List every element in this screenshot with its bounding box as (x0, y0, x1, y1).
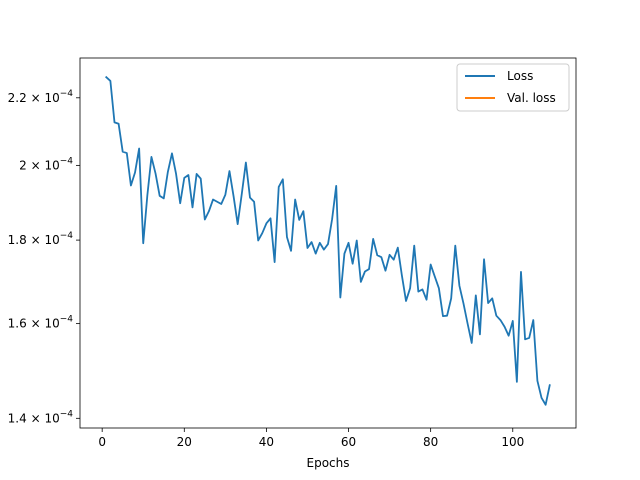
series-line-loss (105, 75, 551, 406)
x-tick-label: 40 (259, 435, 274, 449)
plot-lines (105, 75, 551, 406)
x-tick-label: 80 (423, 435, 438, 449)
plot-frame (79, 57, 577, 429)
x-tick-label: 0 (98, 435, 106, 449)
legend-label-loss: Loss (507, 69, 533, 83)
y-tick-label: 2 × 10−4 (19, 156, 73, 172)
x-tick-label: 100 (501, 435, 524, 449)
y-tick-label: 2.2 × 10−4 (8, 89, 74, 105)
y-axis: 1.4 × 10−4 1.6 × 10−4 1.8 × 10−4 2 × 10−4 2.… (8, 89, 80, 425)
legend: Loss Val. loss (456, 63, 570, 112)
x-tick-label: 60 (341, 435, 356, 449)
legend-label-val-loss: Val. loss (507, 91, 556, 105)
x-tick-label: 20 (177, 435, 192, 449)
y-tick-label: 1.8 × 10−4 (8, 231, 74, 247)
x-axis: 0 20 40 60 80 100 (98, 428, 524, 449)
x-axis-label: Epochs (307, 456, 350, 470)
y-tick-label: 1.4 × 10−4 (8, 409, 74, 425)
y-tick-label: 1.6 × 10−4 (8, 315, 74, 331)
